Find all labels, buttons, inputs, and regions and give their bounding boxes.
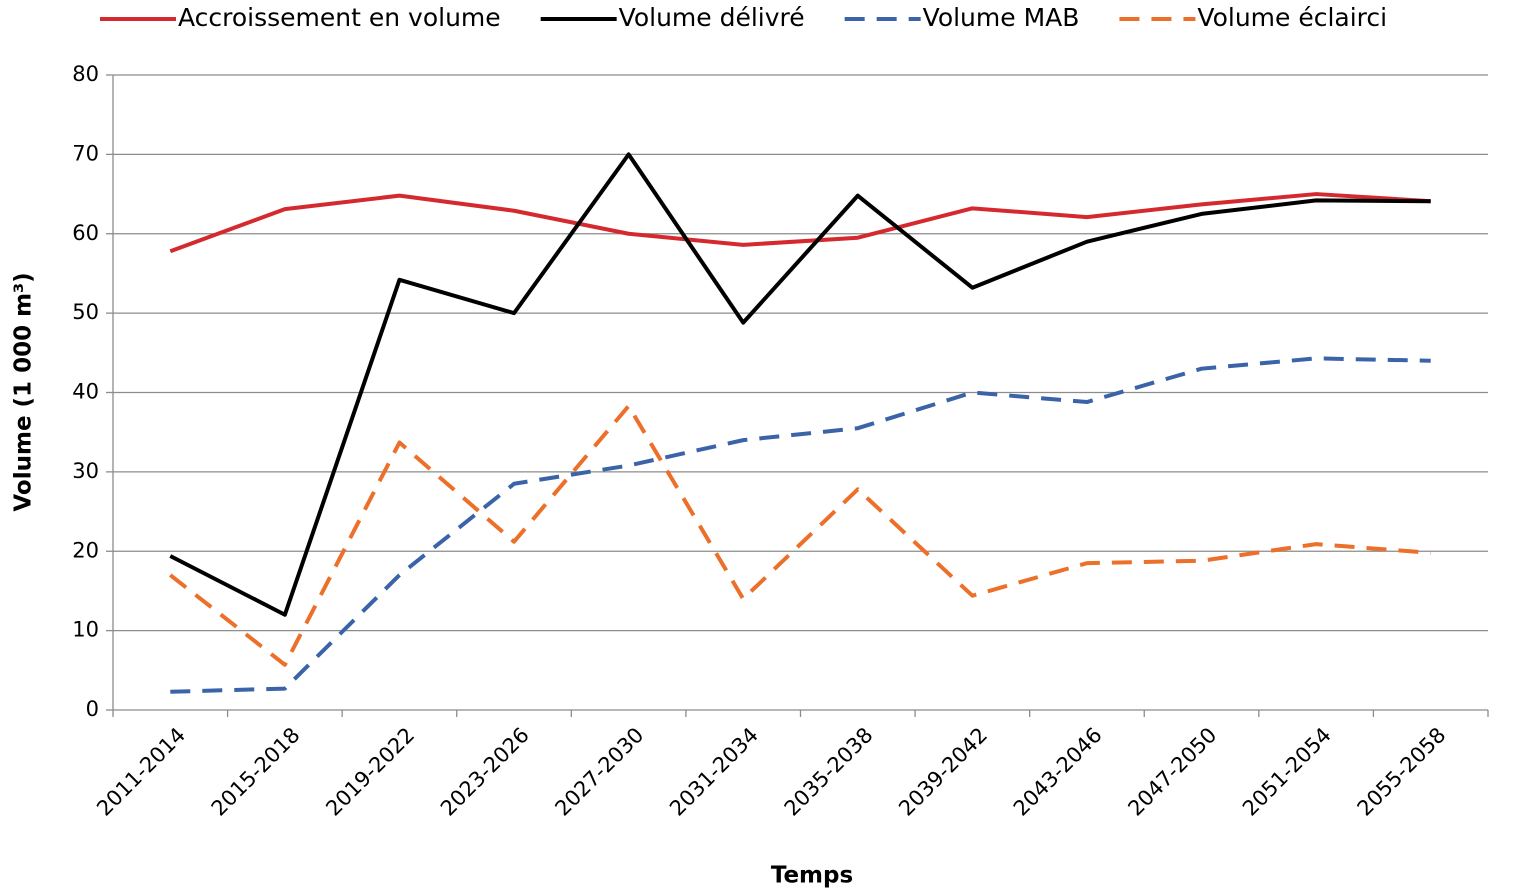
x-tick-label: 2043-2046 xyxy=(1009,723,1107,821)
series-line xyxy=(169,403,1431,667)
x-tick-label: 2011-2014 xyxy=(92,723,190,821)
y-tick-label: 0 xyxy=(86,697,99,721)
legend-label: Volume délivré xyxy=(619,3,805,32)
x-tick-label: 2051-2054 xyxy=(1238,723,1336,821)
series-line xyxy=(169,152,1431,617)
legend-label: Volume MAB xyxy=(923,3,1080,32)
y-tick-label: 10 xyxy=(72,618,99,642)
y-tick-label: 50 xyxy=(72,300,99,324)
y-tick-label: 30 xyxy=(72,459,99,483)
x-tick-label: 2035-2038 xyxy=(780,723,878,821)
series-line xyxy=(169,192,1431,254)
x-tick-label: 2055-2058 xyxy=(1353,723,1451,821)
x-tick-label: 2015-2018 xyxy=(207,723,305,821)
legend-label: Volume éclairci xyxy=(1197,3,1387,32)
y-tick-label: 40 xyxy=(72,380,99,404)
x-tick-label: 2019-2022 xyxy=(321,723,419,821)
x-axis-label: Temps xyxy=(771,863,853,889)
x-tick-label: 2027-2030 xyxy=(550,723,648,821)
y-tick-label: 70 xyxy=(72,141,99,165)
series-line xyxy=(170,356,1431,694)
x-tick-label: 2039-2042 xyxy=(894,723,992,821)
y-tick-label: 20 xyxy=(72,538,99,562)
x-tick-label: 2031-2034 xyxy=(665,723,763,821)
legend-label: Accroissement en volume xyxy=(178,3,501,32)
y-axis-label: Volume (1 000 m³) xyxy=(11,272,37,511)
y-tick-label: 60 xyxy=(72,221,99,245)
y-tick-label: 80 xyxy=(72,62,99,86)
x-tick-label: 2023-2026 xyxy=(436,723,534,821)
x-tick-label: 2047-2050 xyxy=(1123,723,1221,821)
